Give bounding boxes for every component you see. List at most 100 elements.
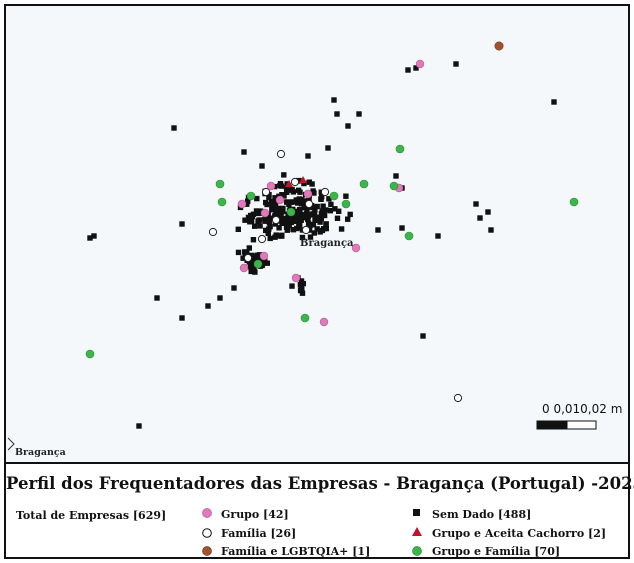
map-point-sem-dado xyxy=(171,125,177,131)
map-point-sem-dado xyxy=(473,201,479,207)
map-point-sem-dado xyxy=(280,205,286,212)
map-point-sem-dado xyxy=(313,214,319,220)
map-points-layer xyxy=(7,41,597,451)
map-point-sem-dado xyxy=(257,217,263,223)
map-point-sem-dado xyxy=(332,206,338,212)
map-point-sem-dado xyxy=(252,269,258,275)
map-point-sem-dado xyxy=(318,216,324,222)
map-point-familia xyxy=(261,187,271,197)
map-point-grupo-familia xyxy=(215,179,225,189)
map-point-grupo-cachorro xyxy=(285,180,293,187)
map-point-sem-dado xyxy=(321,226,327,232)
map-point-grupo-familia xyxy=(217,197,227,207)
legend-symbol-familia-lgbtqia xyxy=(202,546,212,556)
map-point-sem-dado xyxy=(283,184,290,191)
map-point-grupo xyxy=(291,273,301,283)
map-point-sem-dado xyxy=(267,235,273,242)
legend-label-sem-dado: Sem Dado [488] xyxy=(432,508,532,521)
map-point-sem-dado xyxy=(299,234,306,241)
map-point-sem-dado xyxy=(318,196,324,202)
map-point-sem-dado xyxy=(154,295,160,301)
map-point-sem-dado xyxy=(298,216,304,223)
map-point-grupo-familia xyxy=(359,179,369,189)
map-point-sem-dado xyxy=(276,211,282,217)
map-point-familia xyxy=(271,215,281,225)
map-point-sem-dado xyxy=(241,149,247,155)
map-point-grupo xyxy=(237,199,247,209)
map-point-sem-dado xyxy=(277,182,283,189)
map-point-sem-dado xyxy=(205,303,211,309)
map-point-sem-dado xyxy=(263,227,269,234)
map-point-grupo xyxy=(351,243,361,253)
map-point-grupo-cachorro xyxy=(299,176,307,183)
map-point-sem-dado xyxy=(255,210,261,217)
map-point-sem-dado xyxy=(297,199,303,206)
map-point-sem-dado xyxy=(179,315,185,321)
map-point-sem-dado xyxy=(284,189,290,195)
map-point-sem-dado xyxy=(323,207,329,213)
map-point-familia xyxy=(304,199,314,209)
map-point-sem-dado xyxy=(246,245,252,251)
map-point-sem-dado xyxy=(304,208,310,214)
map-point-sem-dado xyxy=(248,252,255,259)
map-point-sem-dado xyxy=(307,234,314,240)
map-point-sem-dado xyxy=(299,196,305,203)
map-point-sem-dado xyxy=(259,163,265,169)
map-point-sem-dado xyxy=(312,217,318,223)
map-point-sem-dado xyxy=(272,195,278,201)
map-point-familia xyxy=(257,234,267,244)
map-point-grupo xyxy=(303,189,313,199)
map-point-grupo-familia xyxy=(341,199,351,209)
map-point-sem-dado xyxy=(245,198,251,204)
map-point-sem-dado xyxy=(284,199,290,205)
map-point-grupo-familia xyxy=(404,231,414,241)
map-point-sem-dado xyxy=(305,213,311,220)
map-point-sem-dado xyxy=(87,235,93,241)
map-point-sem-dado xyxy=(257,256,264,263)
map-point-sem-dado xyxy=(311,230,317,236)
map-point-sem-dado xyxy=(294,225,300,232)
map-point-sem-dado xyxy=(331,97,337,103)
total-companies-label: Total de Empresas [629] xyxy=(16,509,167,522)
legend-symbol-grupo-familia xyxy=(412,546,422,556)
map-point-sem-dado xyxy=(273,232,279,238)
map-point-sem-dado xyxy=(254,195,260,202)
map-point-sem-dado xyxy=(314,226,320,232)
legend-label-familia: Família [26] xyxy=(221,527,297,540)
map-point-sem-dado xyxy=(345,216,351,222)
map-point-sem-dado xyxy=(288,187,295,193)
map-point-sem-dado xyxy=(278,209,285,215)
map-point-sem-dado xyxy=(270,203,277,210)
scale-bar-segment-dark xyxy=(536,420,568,430)
map-point-sem-dado xyxy=(266,194,272,201)
map-point-sem-dado xyxy=(334,215,341,221)
map-point-sem-dado xyxy=(300,280,306,287)
map-point-sem-dado xyxy=(297,225,303,231)
map-point-sem-dado xyxy=(293,215,299,221)
map-point-sem-dado xyxy=(272,213,278,219)
map-point-sem-dado xyxy=(279,232,285,238)
map-point-sem-dado xyxy=(260,260,266,267)
map-point-sem-dado xyxy=(248,218,255,225)
map-point-sem-dado xyxy=(298,213,305,220)
map-point-sem-dado xyxy=(266,226,272,232)
map-point-sem-dado xyxy=(295,187,302,193)
map-point-sem-dado xyxy=(306,196,312,203)
map-point-sem-dado xyxy=(338,226,345,232)
map-point-sem-dado xyxy=(334,111,340,117)
map-point-sem-dado xyxy=(293,209,300,215)
legend-label-grupo-familia: Grupo e Família [70] xyxy=(432,545,561,558)
map-point-sem-dado xyxy=(453,61,459,67)
map-point-sem-dado xyxy=(413,65,419,71)
map-point-sem-dado xyxy=(485,209,491,215)
map-point-sem-dado xyxy=(312,207,318,213)
map-area[interactable]: Bragança 0 0,010,02 m Bragança xyxy=(6,6,628,462)
map-point-grupo xyxy=(275,195,285,205)
map-title: Perfil dos Frequentadores das Empresas -… xyxy=(6,474,634,493)
map-point-sem-dado xyxy=(310,211,317,218)
map-point-sem-dado xyxy=(301,180,307,187)
legend-symbol-grupo-cachorro xyxy=(412,527,422,536)
map-point-sem-dado xyxy=(244,250,250,256)
map-point-sem-dado xyxy=(276,225,282,231)
map-point-sem-dado xyxy=(323,221,329,227)
